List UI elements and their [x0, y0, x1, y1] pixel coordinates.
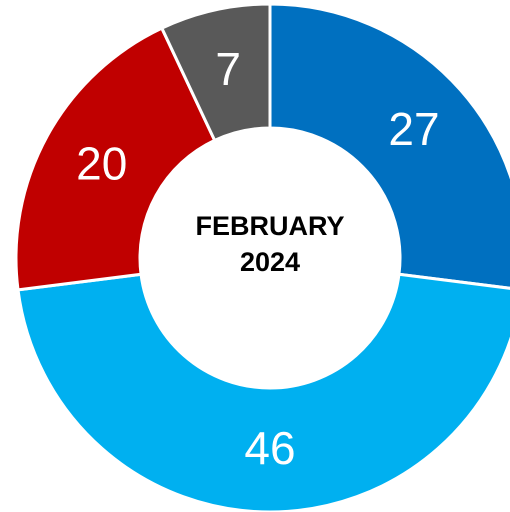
- data-label: 7: [215, 43, 241, 95]
- center-title: FEBRUARY 2024: [195, 211, 345, 277]
- data-label: 46: [244, 422, 295, 474]
- donut-slice: [16, 272, 510, 512]
- donut-slice: [159, 2, 272, 143]
- data-label: 27: [388, 103, 439, 155]
- donut-slice: [14, 26, 217, 292]
- donut-slice: [268, 2, 510, 290]
- data-label: 20: [76, 138, 127, 190]
